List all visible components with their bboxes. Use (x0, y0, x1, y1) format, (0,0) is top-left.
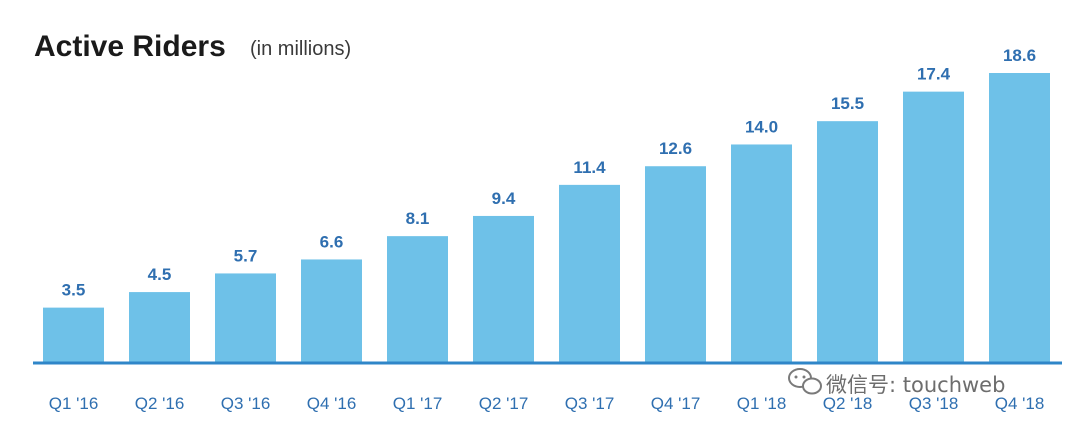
chart-title: Active Riders (34, 30, 226, 63)
bar-1 (129, 292, 190, 362)
value-labels-group: 3.5 4.5 5.7 6.6 8.1 9.4 11.4 12.6 14.0 15.5 17.4 18… (62, 46, 1036, 300)
value-label-11: 18.6 (1003, 46, 1036, 65)
value-label-8: 14.0 (745, 117, 778, 136)
x-tick-label-3: Q4 '16 (307, 394, 357, 413)
value-label-9: 15.5 (831, 94, 864, 113)
bar-6 (559, 184, 620, 362)
bar-4 (387, 236, 448, 362)
value-label-2: 5.7 (234, 246, 258, 265)
chart-subtitle: (in millions) (250, 38, 351, 60)
bar-2 (215, 273, 276, 362)
x-tick-label-4: Q1 '17 (393, 394, 443, 413)
x-tick-labels-group: Q1 '16 Q2 '16 Q3 '16 Q4 '16 Q1 '17 Q2 '17 Q3 '… (49, 394, 1045, 413)
value-label-0: 3.5 (62, 281, 86, 300)
value-label-3: 6.6 (320, 232, 344, 251)
x-tick-label-7: Q4 '17 (651, 394, 701, 413)
value-label-6: 11.4 (573, 158, 606, 177)
value-label-1: 4.5 (148, 265, 172, 284)
wechat-icon (788, 368, 822, 395)
bar-11 (989, 73, 1050, 362)
x-tick-label-5: Q2 '17 (479, 394, 529, 413)
x-tick-label-10: Q3 '18 (909, 394, 959, 413)
value-label-5: 9.4 (492, 189, 516, 208)
x-tick-label-6: Q3 '17 (565, 394, 615, 413)
value-label-4: 8.1 (406, 209, 430, 228)
watermark-text: 微信号: touchweb (826, 373, 1005, 397)
x-tick-label-9: Q2 '18 (823, 394, 873, 413)
bar-8 (731, 144, 792, 362)
value-label-10: 17.4 (917, 65, 951, 84)
x-tick-label-1: Q2 '16 (135, 394, 185, 413)
bar-7 (645, 166, 706, 362)
watermark: 微信号: touchweb (788, 368, 1005, 397)
bars-group (43, 73, 1050, 363)
x-tick-label-8: Q1 '18 (737, 394, 787, 413)
value-label-7: 12.6 (659, 139, 692, 158)
x-tick-label-11: Q4 '18 (995, 394, 1045, 413)
x-tick-label-0: Q1 '16 (49, 394, 99, 413)
bar-3 (301, 259, 362, 362)
bar-0 (43, 307, 104, 362)
bar-10 (903, 91, 964, 362)
x-tick-label-2: Q3 '16 (221, 394, 271, 413)
bar-9 (817, 121, 878, 363)
bar-5 (473, 215, 534, 362)
